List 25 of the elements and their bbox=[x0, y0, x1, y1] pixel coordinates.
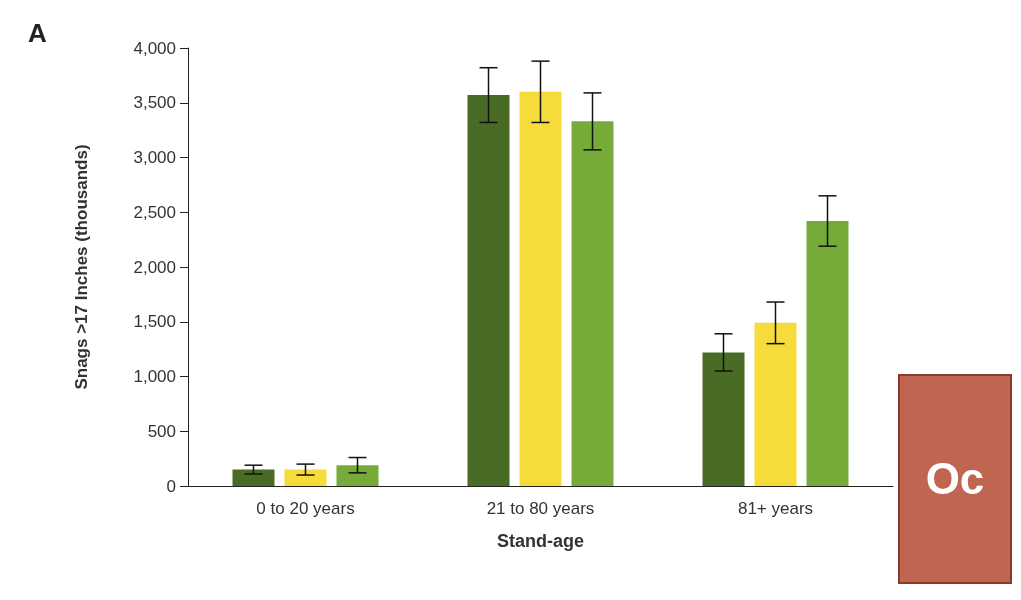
y-tick-label: 500 bbox=[147, 421, 176, 441]
y-tick-label: 3,000 bbox=[133, 148, 176, 167]
y-axis-title: Snags >17 Inches (thousands) bbox=[72, 144, 91, 390]
bar bbox=[754, 322, 797, 486]
y-tick-label: 4,000 bbox=[133, 38, 176, 58]
x-tick-label: 81+ years bbox=[737, 499, 814, 518]
note-box: Oc bbox=[898, 374, 1012, 584]
bar bbox=[702, 352, 745, 486]
bar bbox=[806, 221, 849, 486]
bar bbox=[519, 91, 562, 486]
x-tick-label: 0 to 20 years bbox=[256, 499, 355, 518]
bar bbox=[232, 469, 275, 486]
bar bbox=[467, 95, 510, 486]
y-tick-label: 3,500 bbox=[133, 93, 176, 113]
bar bbox=[571, 121, 614, 486]
x-axis-title: Stand-age bbox=[496, 531, 585, 551]
y-tick-label: 1,000 bbox=[133, 367, 176, 386]
y-tick-label: 2,000 bbox=[133, 257, 176, 277]
y-tick-label: 2,500 bbox=[133, 202, 176, 222]
text: A bbox=[28, 18, 47, 49]
y-tick-label: 0 bbox=[166, 476, 176, 496]
bar bbox=[284, 469, 327, 486]
x-tick-label: 21 to 80 years bbox=[486, 499, 595, 518]
bar bbox=[336, 465, 379, 486]
y-tick-label: 1,500 bbox=[133, 312, 176, 332]
